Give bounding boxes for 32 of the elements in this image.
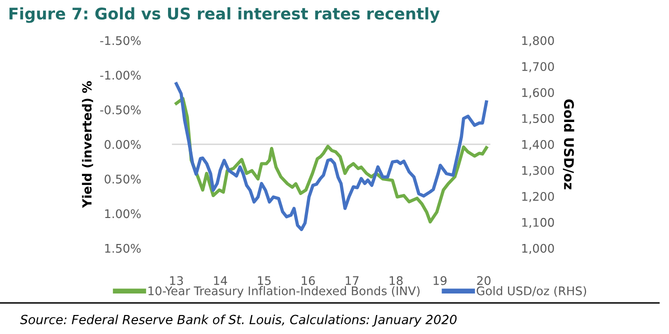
- x-tick-label: 17: [346, 276, 359, 285]
- y2-tick-label: 1,800: [522, 36, 554, 46]
- x-tick-label: 18: [390, 276, 403, 286]
- x-tick-label: 14: [214, 276, 228, 285]
- y2-tick-label: 1,300: [522, 166, 554, 176]
- line-series: [174, 82, 488, 232]
- source-note: Source: Federal Reserve Bank of St. Louis, Calculations: January 2020: [20, 314, 457, 327]
- y-tick-label: -1.50%: [100, 36, 141, 46]
- y2-tick-label: 1,600: [522, 88, 554, 98]
- y-tick-label: 0.00%: [104, 140, 141, 149]
- chart-title: Figure 7: Gold vs US real interest rates recently: [9, 7, 440, 23]
- y-tick-label: 1.00%: [105, 209, 141, 218]
- legend-label: 10-Year Treasury Inflation-Indexed Bonds (INV): [148, 286, 420, 298]
- x-tick-label: 15: [258, 276, 271, 286]
- y2-tick-label: 1,700: [522, 62, 554, 72]
- line-series: [174, 96, 488, 224]
- legend-label: Gold USD/oz (RHS): [476, 286, 586, 297]
- y2-tick-label: 1,000: [522, 244, 554, 254]
- y-tick-label: -0.50%: [100, 105, 141, 114]
- y2-tick-label: 1,500: [522, 114, 554, 124]
- y2-axis-title: Gold USD/oz: [562, 99, 574, 190]
- y2-tick-label: 1,100: [522, 218, 554, 228]
- y-axis-title: Yield (inverted) %: [82, 81, 94, 208]
- y-tick-label: 1.50%: [105, 244, 141, 253]
- x-tick-label: 19: [434, 276, 447, 286]
- x-tick-label: 13: [170, 276, 183, 286]
- x-tick-label: 20: [477, 276, 491, 286]
- y-tick-label: -1.00%: [100, 70, 141, 80]
- x-tick-label: 16: [302, 276, 315, 286]
- y-tick-label: 0.50%: [104, 174, 141, 184]
- y2-tick-label: 1,400: [522, 140, 554, 150]
- y2-tick-label: 1,200: [522, 192, 554, 202]
